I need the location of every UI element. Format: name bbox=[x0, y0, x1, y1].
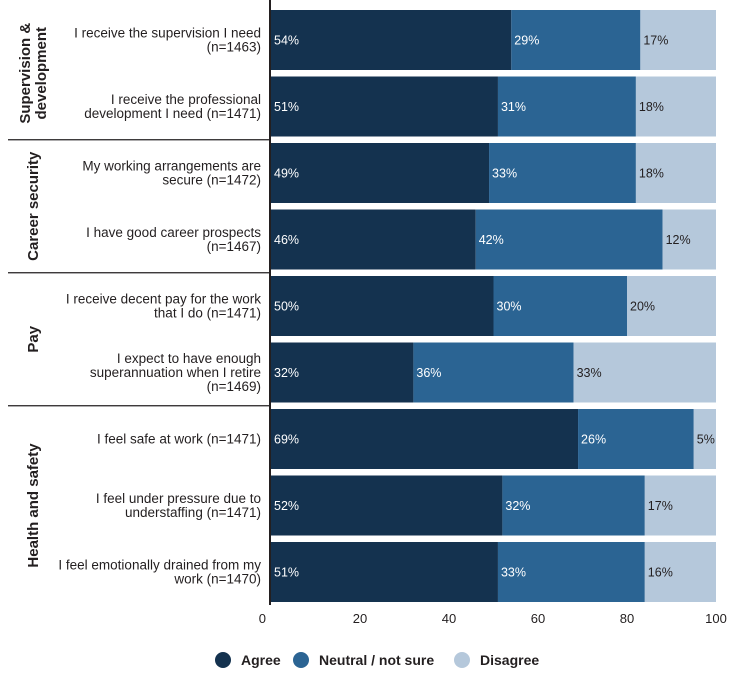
bar-segment-agree bbox=[271, 409, 579, 469]
bar-row: 69% 26% 5% bbox=[271, 409, 716, 469]
bar-segment-disagree bbox=[644, 542, 716, 602]
bar-segment-disagree bbox=[573, 342, 716, 403]
bar-data-label: 49% bbox=[274, 167, 299, 181]
bar-segment-disagree bbox=[662, 209, 716, 270]
category-label: I feel emotionally drained from my work (… bbox=[58, 558, 261, 587]
group-label: Supervision &development bbox=[17, 23, 50, 124]
bar-segment-neutral-not-sure bbox=[502, 475, 645, 536]
bar-segment-neutral-not-sure bbox=[497, 76, 636, 137]
bar-data-label: 50% bbox=[274, 300, 299, 314]
bar-segment-disagree bbox=[635, 143, 716, 203]
bar-data-label: 16% bbox=[648, 566, 673, 580]
legend-swatch bbox=[215, 652, 231, 668]
bar-data-label: 18% bbox=[639, 100, 664, 114]
bar-segment-disagree bbox=[640, 10, 716, 70]
bar-segment-neutral-not-sure bbox=[493, 276, 627, 336]
bar-row: 51% 31% 18% bbox=[271, 76, 716, 137]
bar-data-label: 17% bbox=[643, 34, 668, 48]
group-label: Health and safety bbox=[25, 443, 42, 568]
bar-data-label: 52% bbox=[274, 499, 299, 513]
bar-data-label: 36% bbox=[416, 366, 441, 380]
x-tick-label: 0 bbox=[259, 611, 266, 626]
bar-segment-agree bbox=[271, 342, 414, 403]
bar-data-label: 26% bbox=[581, 433, 606, 447]
bar-segment-agree bbox=[271, 276, 494, 336]
legend-label: Agree bbox=[241, 652, 281, 668]
bar-segment-neutral-not-sure bbox=[511, 10, 641, 70]
legend-item: Neutral / not sure bbox=[293, 652, 434, 668]
bar-row: 32% 36% 33% bbox=[271, 342, 716, 403]
legend-label: Neutral / not sure bbox=[319, 652, 434, 668]
bar-segment-neutral-not-sure bbox=[578, 409, 694, 469]
bar-row: 46% 42% 12% bbox=[271, 209, 716, 270]
bar-row: 52% 32% 17% bbox=[271, 475, 716, 536]
legend-item: Disagree bbox=[454, 652, 539, 668]
bar-segment-neutral-not-sure bbox=[413, 342, 574, 403]
bar-data-label: 5% bbox=[697, 433, 715, 447]
bar-segment-disagree bbox=[627, 276, 716, 336]
bar-segment-agree bbox=[271, 143, 490, 203]
bar-data-label: 54% bbox=[274, 34, 299, 48]
bar-segment-disagree bbox=[644, 475, 716, 536]
category-label: My working arrangements are secure (n=147… bbox=[82, 159, 261, 188]
bar-segment-neutral-not-sure bbox=[497, 542, 645, 602]
bar-data-label: 33% bbox=[501, 566, 526, 580]
bar-segment-agree bbox=[271, 475, 503, 536]
legend-swatch bbox=[454, 652, 470, 668]
bar-segment-agree bbox=[271, 542, 498, 602]
legend-swatch bbox=[293, 652, 309, 668]
bar-data-label: 18% bbox=[639, 167, 664, 181]
category-label: I receive the supervision I need (n=1463) bbox=[74, 26, 261, 55]
group-label: Pay bbox=[25, 325, 42, 352]
bar-data-label: 33% bbox=[577, 366, 602, 380]
bar-data-label: 17% bbox=[648, 499, 673, 513]
bar-data-label: 32% bbox=[274, 366, 299, 380]
category-label: I have good career prospects (n=1467) bbox=[86, 225, 261, 254]
bar-segment-disagree bbox=[693, 409, 716, 469]
bar-segment-disagree bbox=[635, 76, 716, 137]
bar-row: 50% 30% 20% bbox=[271, 276, 716, 336]
category-label: I receive decent pay for the work that I … bbox=[66, 292, 261, 321]
bar-data-label: 12% bbox=[666, 233, 691, 247]
bar-data-label: 51% bbox=[274, 100, 299, 114]
legend-label: Disagree bbox=[480, 652, 539, 668]
category-label: I feel under pressure due to understaffin… bbox=[96, 491, 261, 520]
bar-data-label: 51% bbox=[274, 566, 299, 580]
group-label: Career security bbox=[25, 151, 42, 261]
bar-data-label: 30% bbox=[497, 300, 522, 314]
x-tick-label: 100 bbox=[705, 611, 727, 626]
x-tick-label: 60 bbox=[531, 611, 545, 626]
bar-data-label: 69% bbox=[274, 433, 299, 447]
bar-row: 54% 29% 17% bbox=[271, 10, 716, 70]
bar-data-label: 46% bbox=[274, 233, 299, 247]
bar-data-label: 33% bbox=[492, 167, 517, 181]
category-label: I expect to have enough superannuation wh… bbox=[90, 351, 261, 394]
bar-row: 51% 33% 16% bbox=[271, 542, 716, 602]
x-tick-label: 20 bbox=[353, 611, 367, 626]
x-tick-label: 40 bbox=[442, 611, 456, 626]
bar-segment-agree bbox=[271, 10, 512, 70]
bar-segment-agree bbox=[271, 76, 498, 137]
bar-data-label: 42% bbox=[479, 233, 504, 247]
bar-segment-neutral-not-sure bbox=[489, 143, 636, 203]
bar-segment-agree bbox=[271, 209, 476, 270]
bar-data-label: 29% bbox=[514, 34, 539, 48]
bar-segment-neutral-not-sure bbox=[475, 209, 663, 270]
category-label: I receive the professional development I … bbox=[84, 92, 261, 121]
category-label: I feel safe at work (n=1471) bbox=[97, 432, 261, 447]
bar-data-label: 32% bbox=[505, 499, 530, 513]
bar-data-label: 20% bbox=[630, 300, 655, 314]
x-tick-label: 80 bbox=[620, 611, 634, 626]
bar-data-label: 31% bbox=[501, 100, 526, 114]
legend-item: Agree bbox=[215, 652, 281, 668]
bar-row: 49% 33% 18% bbox=[271, 143, 716, 203]
